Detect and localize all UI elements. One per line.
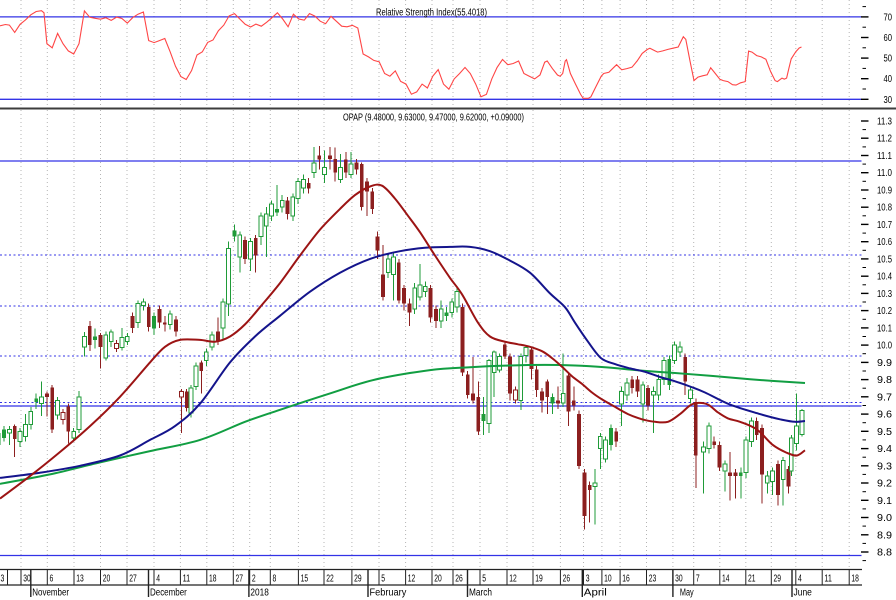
svg-text:11.1: 11.1 [877, 151, 892, 162]
svg-text:9.6: 9.6 [877, 410, 892, 421]
svg-text:May: May [680, 588, 694, 599]
svg-text:13: 13 [76, 574, 84, 585]
svg-text:30: 30 [884, 95, 893, 106]
svg-text:10: 10 [604, 574, 612, 585]
svg-text:November: November [32, 588, 69, 599]
svg-text:11: 11 [183, 574, 191, 585]
svg-text:9.7: 9.7 [877, 392, 892, 403]
svg-text:2018: 2018 [250, 588, 269, 599]
svg-text:11.2: 11.2 [877, 134, 892, 145]
svg-text:12: 12 [408, 574, 416, 585]
svg-text:70: 70 [884, 12, 893, 23]
svg-text:23: 23 [649, 574, 657, 585]
svg-text:40: 40 [884, 74, 893, 85]
svg-text:9.0: 9.0 [877, 513, 892, 524]
svg-text:9.2: 9.2 [877, 479, 892, 490]
svg-text:2: 2 [252, 574, 256, 585]
svg-text:50: 50 [884, 54, 893, 65]
svg-text:5: 5 [482, 574, 486, 585]
svg-text:Relative Strength Index(55.401: Relative Strength Index(55.4018) [376, 8, 487, 19]
svg-text:February: February [370, 588, 407, 599]
svg-text:26: 26 [563, 574, 571, 585]
svg-text:18: 18 [851, 574, 859, 585]
svg-text:9.8: 9.8 [877, 375, 892, 386]
svg-text:26: 26 [455, 574, 463, 585]
svg-text:April: April [584, 588, 607, 599]
svg-text:8.9: 8.9 [877, 530, 892, 541]
svg-text:16: 16 [622, 574, 630, 585]
svg-text:8: 8 [273, 574, 277, 585]
svg-text:10.8: 10.8 [877, 203, 892, 214]
svg-text:9.3: 9.3 [877, 461, 892, 472]
svg-text:June: June [794, 588, 813, 599]
svg-text:December: December [150, 588, 187, 599]
svg-text:12: 12 [509, 574, 517, 585]
svg-text:5: 5 [381, 574, 385, 585]
svg-text:29: 29 [354, 574, 362, 585]
svg-text:10.0: 10.0 [877, 341, 892, 352]
svg-text:30: 30 [23, 574, 31, 585]
svg-text:10.1: 10.1 [877, 323, 892, 334]
svg-text:60: 60 [884, 33, 893, 44]
svg-text:9.1: 9.1 [877, 496, 892, 507]
svg-text:10.2: 10.2 [877, 306, 892, 317]
svg-text:27: 27 [129, 574, 137, 585]
svg-text:4: 4 [798, 574, 802, 585]
svg-text:10.4: 10.4 [877, 272, 892, 283]
svg-text:22: 22 [326, 574, 334, 585]
svg-text:9.9: 9.9 [877, 358, 892, 369]
svg-text:9.5: 9.5 [877, 427, 892, 438]
svg-text:7: 7 [696, 574, 700, 585]
svg-text:11.3: 11.3 [877, 117, 892, 128]
svg-text:10.5: 10.5 [877, 254, 892, 265]
svg-text:10.3: 10.3 [877, 289, 892, 300]
svg-text:15: 15 [301, 574, 309, 585]
svg-text:30: 30 [675, 574, 683, 585]
svg-text:18: 18 [209, 574, 217, 585]
svg-text:10.7: 10.7 [877, 220, 892, 231]
svg-text:20: 20 [103, 574, 111, 585]
svg-text:20: 20 [434, 574, 442, 585]
svg-text:9.4: 9.4 [877, 444, 892, 455]
svg-text:4: 4 [156, 574, 160, 585]
svg-text:21: 21 [748, 574, 756, 585]
svg-text:March: March [469, 588, 492, 599]
svg-text:27: 27 [236, 574, 244, 585]
svg-text:14: 14 [722, 574, 730, 585]
svg-text:6: 6 [50, 574, 54, 585]
svg-text:11: 11 [824, 574, 832, 585]
svg-text:10.6: 10.6 [877, 237, 892, 248]
svg-text:8.8: 8.8 [877, 548, 892, 559]
svg-text:3: 3 [586, 574, 590, 585]
svg-text:19: 19 [535, 574, 543, 585]
svg-text:3: 3 [1, 574, 5, 585]
svg-text:29: 29 [774, 574, 782, 585]
svg-text:11.0: 11.0 [877, 168, 892, 179]
svg-text:10.9: 10.9 [877, 186, 892, 197]
svg-text:OPAP (9.48000, 9.63000, 9.4700: OPAP (9.48000, 9.63000, 9.47000, 9.62000… [343, 113, 524, 124]
